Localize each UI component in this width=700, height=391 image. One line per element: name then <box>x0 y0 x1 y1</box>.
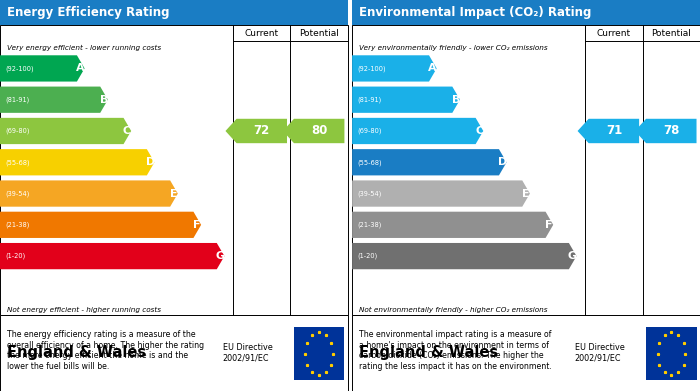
Text: Not environmentally friendly - higher CO₂ emissions: Not environmentally friendly - higher CO… <box>359 307 547 313</box>
Bar <box>0 25 348 315</box>
Text: F: F <box>193 220 201 230</box>
Bar <box>352 0 700 25</box>
Text: C: C <box>123 126 131 136</box>
Bar <box>352 315 700 391</box>
Text: 71: 71 <box>606 124 622 138</box>
Polygon shape <box>0 149 155 176</box>
Text: (1-20): (1-20) <box>357 253 377 259</box>
Polygon shape <box>0 212 201 238</box>
Text: (69-80): (69-80) <box>357 128 382 134</box>
Text: (39-54): (39-54) <box>357 190 382 197</box>
Polygon shape <box>352 55 437 82</box>
Polygon shape <box>352 212 553 238</box>
Text: The energy efficiency rating is a measure of the
overall efficiency of a home. T: The energy efficiency rating is a measur… <box>7 330 204 371</box>
Text: Very energy efficient - lower running costs: Very energy efficient - lower running co… <box>7 45 161 51</box>
Text: Not energy efficient - higher running costs: Not energy efficient - higher running co… <box>7 307 161 313</box>
Text: 78: 78 <box>663 124 680 138</box>
Text: Current: Current <box>597 29 631 38</box>
Text: E: E <box>522 188 529 199</box>
Polygon shape <box>352 86 460 113</box>
Text: England & Wales: England & Wales <box>359 345 498 361</box>
Text: EU Directive
2002/91/EC: EU Directive 2002/91/EC <box>223 343 272 362</box>
Text: F: F <box>545 220 553 230</box>
Polygon shape <box>352 118 483 144</box>
Text: (92-100): (92-100) <box>357 65 386 72</box>
Text: Energy Efficiency Rating: Energy Efficiency Rating <box>7 6 169 19</box>
Text: (55-68): (55-68) <box>357 159 382 165</box>
Polygon shape <box>352 180 530 207</box>
Text: (21-38): (21-38) <box>357 222 382 228</box>
Text: C: C <box>475 126 483 136</box>
Bar <box>646 327 696 380</box>
Text: B: B <box>99 95 108 105</box>
Text: G: G <box>216 251 225 261</box>
Bar <box>294 327 344 380</box>
Text: England & Wales: England & Wales <box>7 345 146 361</box>
Polygon shape <box>352 243 577 269</box>
Polygon shape <box>0 55 85 82</box>
Text: Current: Current <box>245 29 279 38</box>
Polygon shape <box>0 118 131 144</box>
Text: Very environmentally friendly - lower CO₂ emissions: Very environmentally friendly - lower CO… <box>359 45 547 51</box>
Text: (81-91): (81-91) <box>5 97 29 103</box>
Text: B: B <box>452 95 460 105</box>
Polygon shape <box>0 180 178 207</box>
Polygon shape <box>635 119 696 143</box>
Text: Potential: Potential <box>652 29 691 38</box>
Text: G: G <box>568 251 577 261</box>
Text: 72: 72 <box>253 124 270 138</box>
Text: (1-20): (1-20) <box>5 253 25 259</box>
Polygon shape <box>578 119 639 143</box>
Polygon shape <box>0 243 225 269</box>
Text: (92-100): (92-100) <box>5 65 34 72</box>
Text: D: D <box>498 157 507 167</box>
Polygon shape <box>0 86 108 113</box>
Text: Potential: Potential <box>300 29 339 38</box>
Polygon shape <box>283 119 344 143</box>
Text: Environmental Impact (CO₂) Rating: Environmental Impact (CO₂) Rating <box>359 6 592 19</box>
Bar <box>352 25 700 315</box>
Text: EU Directive
2002/91/EC: EU Directive 2002/91/EC <box>575 343 624 362</box>
Text: E: E <box>170 188 177 199</box>
Polygon shape <box>352 149 507 176</box>
Text: (39-54): (39-54) <box>5 190 29 197</box>
Text: A: A <box>428 63 437 74</box>
Text: 80: 80 <box>311 124 328 138</box>
Text: (81-91): (81-91) <box>357 97 382 103</box>
Text: A: A <box>76 63 85 74</box>
Text: (21-38): (21-38) <box>5 222 29 228</box>
Text: (55-68): (55-68) <box>5 159 30 165</box>
Polygon shape <box>225 119 287 143</box>
Bar <box>0 315 348 391</box>
Text: The environmental impact rating is a measure of
a home's impact on the environme: The environmental impact rating is a mea… <box>359 330 552 371</box>
Text: D: D <box>146 157 155 167</box>
Text: (69-80): (69-80) <box>5 128 29 134</box>
Bar <box>0 0 348 25</box>
